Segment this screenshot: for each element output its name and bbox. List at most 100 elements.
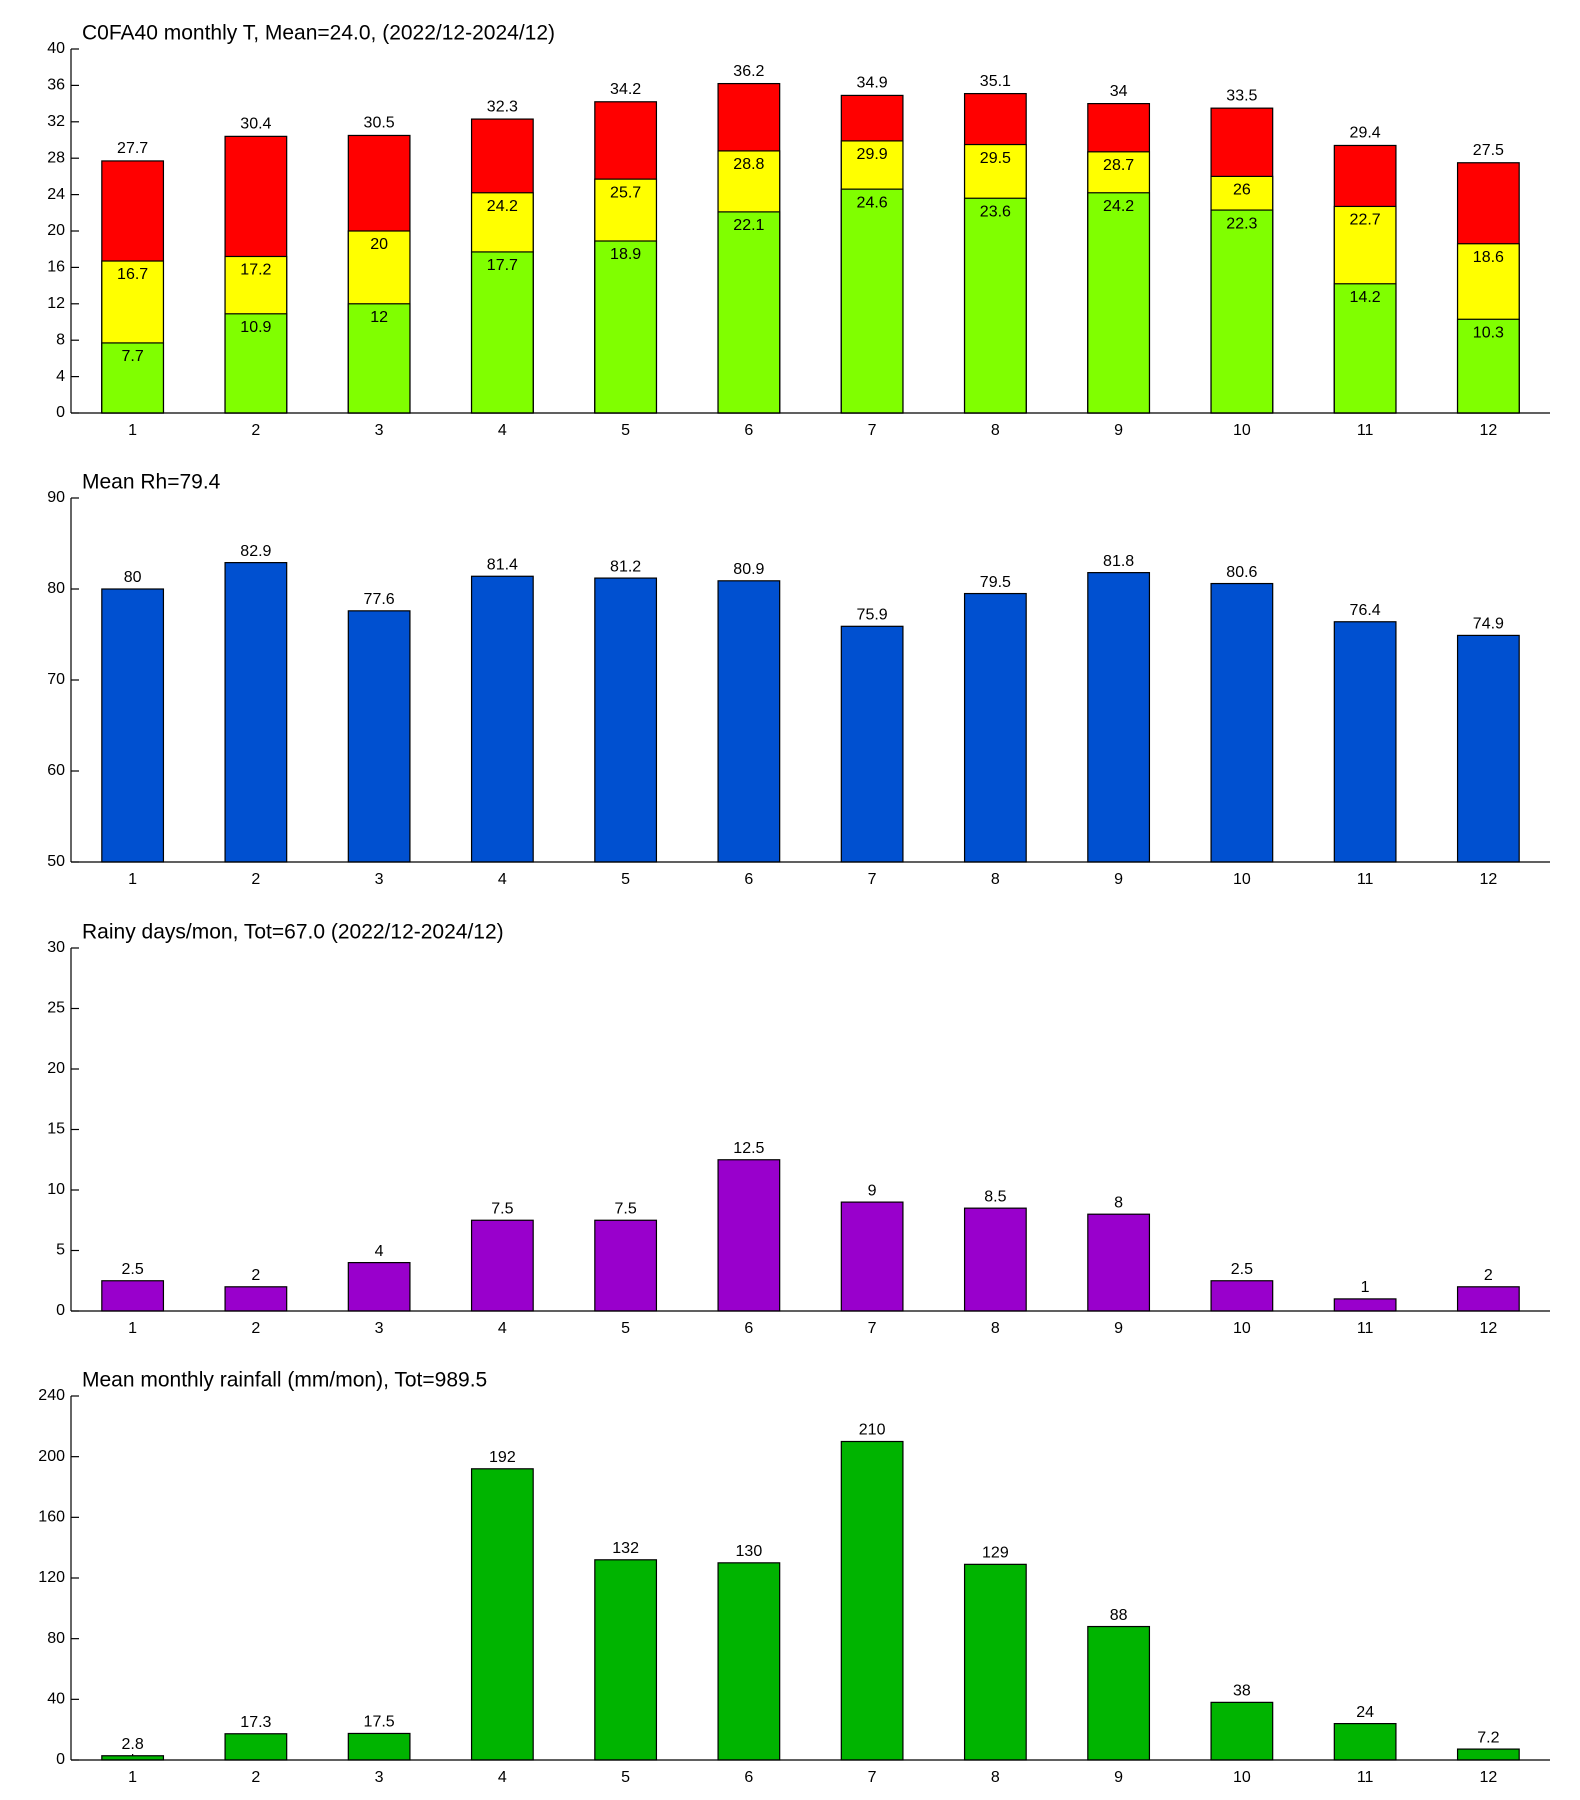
data-label: 38 [1233,1683,1251,1700]
data-label: 34 [1110,83,1128,100]
bar [1333,621,1397,863]
bar [1456,1748,1520,1761]
x-tick-label: 12 [1479,1769,1497,1786]
x-tick-label: 8 [991,871,1000,888]
x-tick-label: 11 [1357,1769,1374,1786]
data-label: 27.7 [117,140,148,157]
bar [347,1732,411,1761]
data-label: 7.2 [1477,1729,1499,1746]
data-label: 81.8 [1103,553,1134,570]
x-tick-label: 11 [1357,871,1374,888]
data-label: 30.5 [364,115,395,132]
chart-title: Mean monthly rainfall (mm/mon), Tot=989.… [82,1369,487,1392]
y-tick-label: 80 [47,580,65,597]
x-tick-label: 9 [1114,1320,1123,1337]
data-label: 132 [612,1540,639,1557]
bar [963,1563,1027,1761]
data-label: 130 [736,1543,763,1560]
chart-title: C0FA40 monthly T, Mean=24.0, (2022/12-20… [82,22,555,45]
data-label: 24.2 [487,198,518,215]
bar [594,1559,658,1761]
data-label: 35.1 [980,73,1011,90]
x-tick-label: 4 [498,1769,507,1786]
data-label: 9 [868,1182,877,1199]
data-label: 18.6 [1473,249,1504,266]
data-label: 22.3 [1226,215,1257,232]
data-label: 33.5 [1226,87,1257,104]
x-tick-label: 10 [1233,871,1251,888]
bar [224,1733,288,1761]
data-label: 88 [1110,1607,1128,1624]
data-label: 25.7 [610,184,641,201]
x-tick-label: 8 [991,1320,1000,1337]
bar [1456,634,1520,863]
data-label: 82.9 [240,543,271,560]
data-label: 22.1 [733,217,764,234]
bar [1210,209,1274,414]
data-label: 17.7 [487,257,518,274]
y-tick-label: 32 [47,113,65,130]
data-label: 80.9 [733,561,764,578]
data-label: 28.8 [733,156,764,173]
y-tick-label: 15 [47,1121,65,1138]
x-tick-label: 2 [251,1320,260,1337]
bar [1333,1298,1397,1312]
y-tick-label: 0 [56,1751,65,1768]
x-tick-label: 10 [1233,422,1251,439]
bar [1087,192,1151,414]
y-tick-label: 20 [47,222,65,239]
bar [594,240,658,414]
x-tick-label: 5 [621,1320,630,1337]
data-label: 129 [982,1545,1009,1562]
bar [963,197,1027,414]
bar [1210,1280,1274,1312]
y-tick-label: 10 [47,1181,65,1198]
x-tick-label: 10 [1233,1320,1251,1337]
x-tick-label: 4 [498,422,507,439]
data-label: 2.5 [122,1261,144,1278]
x-tick-label: 7 [868,1320,877,1337]
data-label: 7.7 [122,348,144,365]
data-label: 76.4 [1350,602,1381,619]
y-tick-label: 16 [47,259,65,276]
data-label: 1 [1361,1279,1370,1296]
data-label: 32.3 [487,98,518,115]
bar [470,1468,534,1761]
x-tick-label: 2 [251,1769,260,1786]
x-tick-label: 8 [991,422,1000,439]
data-label: 24.6 [857,194,888,211]
x-tick-label: 2 [251,871,260,888]
bar [594,1219,658,1312]
y-tick-label: 70 [47,671,65,688]
data-label: 18.9 [610,246,641,263]
y-tick-label: 30 [47,939,65,956]
bar [1087,1625,1151,1761]
y-tick-label: 160 [38,1509,65,1526]
bar [347,303,411,414]
y-tick-label: 0 [56,1302,65,1319]
bar [101,342,165,414]
y-tick-label: 240 [38,1387,65,1404]
x-tick-label: 11 [1357,422,1374,439]
bar [963,1207,1027,1312]
bar [470,1219,534,1312]
x-tick-label: 11 [1357,1320,1374,1337]
bar [1456,1286,1520,1312]
data-label: 16.7 [117,266,148,283]
data-label: 34.2 [610,81,641,98]
bar [717,580,781,863]
bar [963,592,1027,863]
data-label: 2 [251,1267,260,1284]
data-label: 2 [1484,1267,1493,1284]
x-tick-label: 9 [1114,1769,1123,1786]
data-label: 79.5 [980,574,1011,591]
data-label: 17.2 [240,262,271,279]
x-tick-label: 6 [744,1769,753,1786]
chart-title: Mean Rh=79.4 [82,471,221,494]
bar [224,562,288,863]
data-label: 74.9 [1473,616,1504,633]
data-label: 22.7 [1350,212,1381,229]
y-tick-label: 90 [47,489,65,506]
bar [840,1440,904,1761]
x-tick-label: 8 [991,1769,1000,1786]
